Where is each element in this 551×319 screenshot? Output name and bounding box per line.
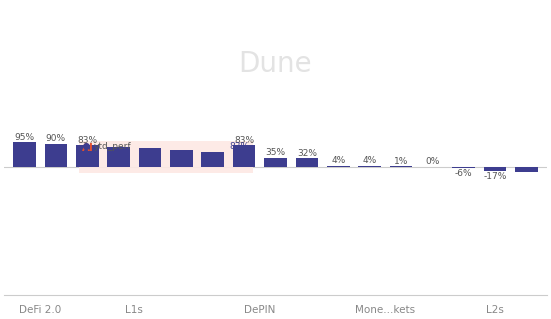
Bar: [264, 158, 287, 167]
FancyBboxPatch shape: [78, 142, 253, 173]
Bar: [484, 167, 506, 171]
Text: 32%: 32%: [297, 149, 317, 158]
Bar: [45, 144, 67, 167]
Bar: [107, 147, 130, 167]
Text: 83%: 83%: [234, 136, 254, 145]
Text: -17%: -17%: [483, 172, 507, 181]
Text: 83%: 83%: [77, 136, 98, 145]
Bar: [233, 145, 256, 167]
Text: 95%: 95%: [14, 133, 35, 142]
Bar: [452, 167, 475, 168]
Text: 4%: 4%: [363, 156, 377, 165]
Bar: [13, 142, 36, 167]
Bar: [76, 145, 99, 167]
Text: AI: AI: [82, 143, 94, 152]
Text: 4%: 4%: [331, 156, 345, 165]
Text: ytd_perf: ytd_perf: [94, 142, 132, 151]
Text: 35%: 35%: [266, 148, 285, 157]
Bar: [170, 150, 193, 167]
Bar: [295, 159, 318, 167]
Bar: [202, 152, 224, 167]
Bar: [139, 148, 161, 167]
Text: 0%: 0%: [425, 157, 440, 166]
Text: 1%: 1%: [394, 157, 408, 166]
Bar: [327, 166, 349, 167]
Text: Dune: Dune: [239, 50, 312, 78]
Text: -6%: -6%: [455, 169, 473, 178]
Bar: [358, 166, 381, 167]
Wedge shape: [0, 56, 551, 64]
Bar: [515, 167, 538, 172]
Text: 83%: 83%: [229, 142, 249, 151]
Wedge shape: [0, 48, 551, 56]
Text: 90%: 90%: [46, 134, 66, 143]
